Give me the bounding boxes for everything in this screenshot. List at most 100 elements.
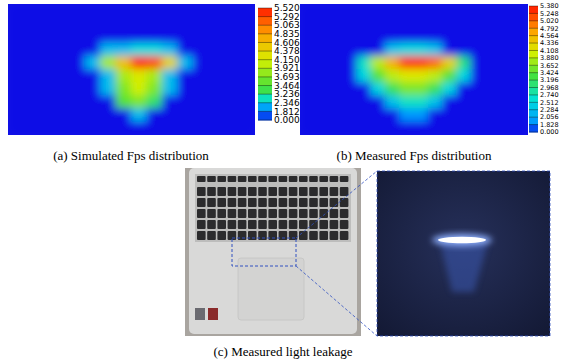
heatmap-cell bbox=[371, 95, 386, 109]
heatmap-cell bbox=[300, 95, 315, 109]
heatmap-cell bbox=[54, 108, 70, 122]
heatmap-cell bbox=[328, 69, 343, 83]
key bbox=[197, 187, 206, 196]
heatmap-cell bbox=[208, 121, 224, 135]
heatmap-cell bbox=[131, 95, 147, 109]
heatmap-cell bbox=[8, 108, 24, 122]
key bbox=[340, 187, 349, 196]
key bbox=[207, 231, 216, 240]
heatmap-cell bbox=[371, 56, 386, 70]
heatmap-cell bbox=[162, 108, 178, 122]
heatmap-cell bbox=[69, 30, 85, 44]
colorbar-band bbox=[258, 111, 272, 120]
heatmap-cell bbox=[385, 43, 400, 57]
heatmap-cell bbox=[342, 121, 357, 135]
heatmap-cell bbox=[116, 56, 132, 70]
key bbox=[330, 187, 339, 196]
heatmap-cell bbox=[456, 95, 471, 109]
heatmap-cell bbox=[471, 43, 486, 57]
heatmap-cell bbox=[224, 4, 240, 18]
colorbar-band bbox=[529, 50, 538, 58]
heatmap-cell bbox=[342, 82, 357, 96]
heatmap-cell bbox=[328, 82, 343, 96]
heatmap-cell bbox=[177, 69, 193, 83]
heatmap-cell bbox=[314, 82, 329, 96]
heatmap-cell bbox=[116, 43, 132, 57]
heatmap-cell bbox=[69, 95, 85, 109]
heatmap-cell bbox=[54, 95, 70, 109]
heatmap-cell bbox=[69, 121, 85, 135]
heatmap-cell bbox=[54, 30, 70, 44]
heatmap-cell bbox=[208, 4, 224, 18]
heatmap-cell bbox=[399, 95, 414, 109]
heatmap-cell bbox=[300, 82, 315, 96]
heatmap-cell bbox=[442, 43, 457, 57]
heatmap-cell bbox=[414, 108, 429, 122]
heatmap-cell bbox=[371, 17, 386, 31]
key bbox=[258, 176, 267, 182]
heatmap-cell bbox=[239, 82, 255, 96]
colorbar-band bbox=[529, 13, 538, 21]
heatmap-cell bbox=[8, 95, 24, 109]
colorbar-band bbox=[529, 58, 538, 66]
heatmap-cell bbox=[314, 17, 329, 31]
glow-core bbox=[438, 237, 486, 243]
key bbox=[279, 220, 288, 229]
heatmap-cell bbox=[131, 108, 147, 122]
heatmap-cell bbox=[23, 82, 39, 96]
key bbox=[238, 231, 247, 240]
heatmap-cell bbox=[513, 4, 528, 18]
heatmap-cell bbox=[385, 95, 400, 109]
heatmap-cell bbox=[38, 4, 54, 18]
heatmap-cell bbox=[328, 56, 343, 70]
heatmap-cell bbox=[193, 4, 209, 18]
key bbox=[228, 231, 237, 240]
colorbar-tick bbox=[258, 33, 272, 34]
heatmap-cell bbox=[485, 82, 500, 96]
key bbox=[340, 176, 349, 182]
heatmap-cell bbox=[146, 82, 162, 96]
heatmap-cell bbox=[177, 121, 193, 135]
heatmap-cell bbox=[300, 69, 315, 83]
heatmap-cell bbox=[485, 69, 500, 83]
key bbox=[248, 209, 257, 218]
heatmap-cell bbox=[146, 69, 162, 83]
sticker bbox=[208, 308, 218, 320]
heatmap-cell bbox=[193, 82, 209, 96]
key bbox=[258, 220, 267, 229]
key bbox=[268, 176, 277, 182]
heatmap-cell bbox=[193, 108, 209, 122]
heatmap-cell bbox=[23, 69, 39, 83]
key bbox=[289, 176, 298, 182]
heatmap-cell bbox=[146, 121, 162, 135]
colorbar-band bbox=[529, 21, 538, 29]
heatmap-cell bbox=[357, 82, 372, 96]
touchpad bbox=[238, 258, 304, 320]
heatmap-cell bbox=[399, 69, 414, 83]
heatmap-cell bbox=[442, 121, 457, 135]
heatmap-cell bbox=[456, 82, 471, 96]
heatmap-cell bbox=[399, 17, 414, 31]
key bbox=[330, 198, 339, 207]
heatmap-cell bbox=[357, 30, 372, 44]
key bbox=[248, 187, 257, 196]
colorbar-tick bbox=[529, 109, 538, 110]
heatmap-cell bbox=[85, 82, 101, 96]
heatmap-cell bbox=[456, 30, 471, 44]
heatmap-cell bbox=[54, 82, 70, 96]
heatmap-cell bbox=[371, 69, 386, 83]
key bbox=[279, 176, 288, 182]
heatmap-cell bbox=[428, 121, 443, 135]
heatmap-cell bbox=[385, 30, 400, 44]
colorbar-band bbox=[529, 43, 538, 51]
heatmap-cell bbox=[193, 43, 209, 57]
colorbar-band bbox=[529, 80, 538, 88]
heatmap-cell bbox=[208, 69, 224, 83]
heatmap-cell bbox=[485, 43, 500, 57]
colorbar-tick bbox=[529, 50, 538, 51]
heatmap-cell bbox=[499, 108, 514, 122]
heatmap-cell bbox=[162, 4, 178, 18]
heatmap-cell bbox=[85, 30, 101, 44]
key bbox=[340, 231, 349, 240]
heatmap-cell bbox=[177, 43, 193, 57]
